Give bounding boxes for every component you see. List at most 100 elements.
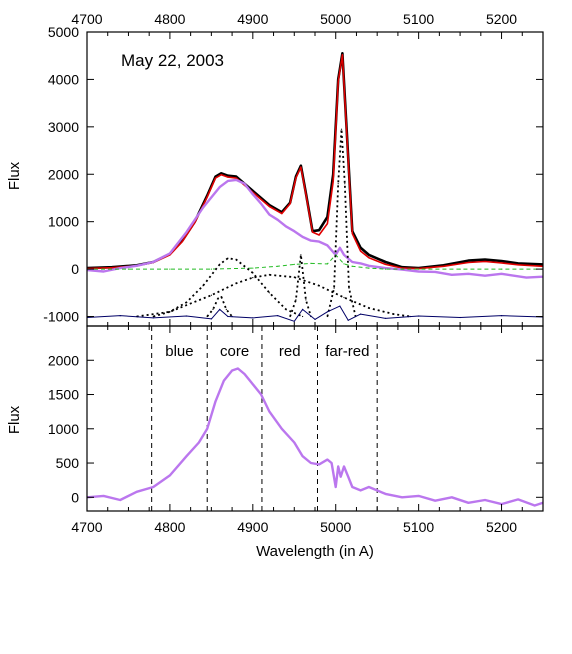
series-purple-data-point	[152, 486, 154, 488]
series-purple-data-point	[302, 236, 304, 238]
series-green-dashed-point	[210, 268, 212, 270]
series-purple-data-point	[214, 400, 217, 402]
series-purple-data-point	[293, 230, 295, 232]
series-component-broad-1-point	[202, 285, 204, 287]
series-observed-point	[227, 175, 229, 177]
series-green-dashed-point	[500, 268, 503, 270]
series-purple-data-point	[310, 240, 312, 242]
series-purple-data-point	[169, 474, 171, 476]
series-purple-data-point	[310, 462, 312, 464]
series-model-fit-point	[484, 260, 486, 263]
x-axis-label: Wavelength (in A)	[256, 543, 374, 560]
series-residual-point	[418, 315, 420, 317]
series-purple-data-point	[326, 459, 328, 461]
series-purple-data-point	[360, 489, 362, 491]
series-model-fit-point	[281, 213, 283, 215]
annotation-date: May 22, 2003	[121, 51, 224, 70]
series-model-fit-point	[235, 177, 237, 179]
series-component-broad-2-point	[293, 276, 295, 278]
series-model-fit-point	[500, 262, 503, 264]
series-observed-point	[235, 176, 237, 178]
series-observed-point	[500, 260, 503, 262]
series-purple-data-point	[525, 277, 528, 279]
x-tick-label-top: 5000	[320, 11, 351, 27]
series-residual-point	[339, 305, 341, 307]
series-component-broad-1-point	[235, 259, 237, 261]
series-model-fit-point	[332, 180, 334, 182]
series-model-fit-point	[326, 223, 328, 225]
series-purple-data-point	[302, 455, 304, 457]
series-component-hb-narrow-line	[206, 295, 233, 318]
series-residual-point	[360, 313, 362, 315]
series-purple-data-point	[237, 367, 239, 370]
series-purple-data-point	[484, 499, 486, 501]
series-residual-point	[500, 315, 503, 317]
series-model-fit-point	[311, 231, 314, 233]
series-model-fit-point	[341, 54, 343, 56]
series-purple-data-point	[169, 252, 171, 254]
series-green-dashed-point	[418, 268, 420, 270]
series-purple-data-point	[517, 498, 519, 500]
series-model-fit-point	[368, 257, 370, 259]
x-tick-label-bottom: 4900	[237, 519, 268, 535]
series-observed-point	[220, 172, 222, 174]
bottom-y-axis-label: Flux	[6, 405, 23, 434]
y-tick-label: 1000	[48, 421, 79, 437]
series-observed-point	[368, 254, 370, 256]
series-model-fit-point	[517, 264, 519, 266]
y-tick-label: 500	[56, 455, 80, 471]
series-green-dashed-point	[401, 268, 403, 270]
series-green-dashed-point	[368, 267, 370, 269]
region-label-blue: blue	[165, 343, 193, 360]
series-purple-data-point	[281, 428, 283, 430]
series-residual-point	[347, 319, 349, 321]
series-purple-data-point	[252, 383, 254, 385]
series-observed-point	[300, 165, 302, 167]
series-purple-data-point	[384, 267, 387, 269]
series-purple-data-point	[103, 270, 105, 273]
series-component-broad-1-point	[152, 315, 154, 318]
series-purple-data-point	[434, 500, 436, 502]
series-purple-data-point	[451, 496, 453, 498]
series-component-broad-2-point	[169, 311, 171, 313]
series-purple-data-point	[418, 495, 420, 497]
series-component-broad-1-point	[268, 292, 270, 294]
series-purple-data-point	[318, 463, 320, 465]
series-model-fit-point	[111, 267, 113, 269]
series-green-dashed-point	[310, 262, 312, 264]
series-purple-data-point	[337, 465, 339, 468]
x-tick-label-bottom: 5000	[320, 519, 351, 535]
series-purple-data-point	[360, 262, 362, 264]
series-model-fit-point	[289, 203, 291, 205]
series-purple-data-point	[119, 499, 121, 501]
series-component-o3-5007-point	[340, 128, 343, 130]
series-component-broad-1-point	[219, 263, 221, 265]
series-model-fit-point	[181, 241, 183, 243]
series-green-dashed-point	[335, 254, 337, 256]
series-component-broad-2-point	[210, 294, 212, 296]
series-purple-data-point	[285, 225, 287, 227]
series-purple-data-point	[368, 486, 370, 488]
y-tick-label: 3000	[48, 119, 79, 135]
x-tick-label-top: 5200	[486, 11, 517, 27]
series-purple-data-point	[136, 491, 138, 493]
series-model-fit-point	[345, 128, 348, 130]
series-purple-data-point	[347, 476, 349, 478]
series-purple-data-point	[335, 486, 337, 488]
series-model-fit-point	[351, 232, 353, 235]
series-purple-data-point	[500, 273, 503, 275]
series-model-fit-point	[442, 265, 445, 267]
series-component-broad-1-point	[227, 257, 229, 259]
series-purple-data-point	[268, 214, 270, 216]
series-purple-data-point	[293, 441, 295, 444]
series-model-fit-point	[318, 234, 320, 236]
series-component-broad-1-point	[185, 301, 188, 303]
x-tick-label-top: 4800	[154, 11, 185, 27]
series-observed-point	[384, 261, 387, 263]
series-component-o3-4959-point	[305, 299, 307, 301]
series-residual-point	[227, 315, 229, 318]
series-purple-data-point	[202, 206, 204, 209]
series-purple-data-point	[231, 369, 233, 372]
series-component-broad-1-point	[252, 272, 254, 274]
y-tick-label: 2000	[48, 166, 79, 182]
